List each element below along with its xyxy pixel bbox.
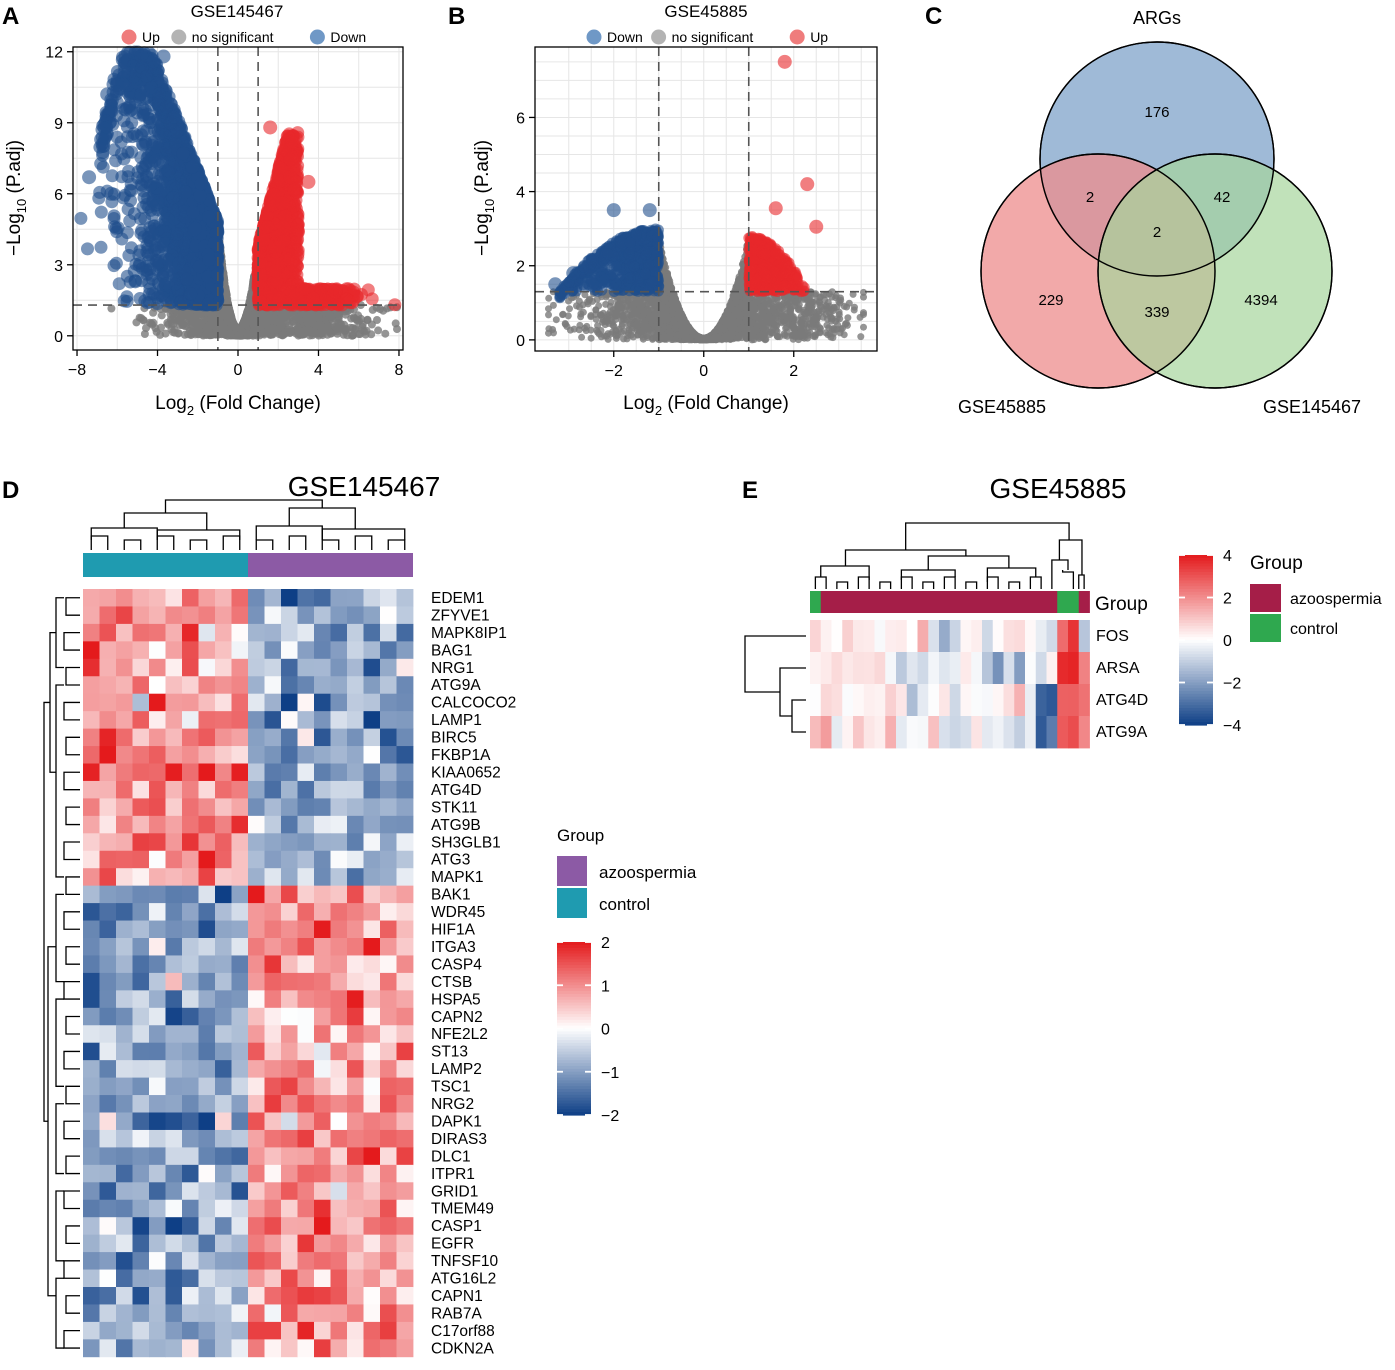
panel-letter-c: C bbox=[925, 3, 942, 30]
data-point-ns bbox=[334, 325, 342, 333]
data-point-ns bbox=[356, 330, 364, 338]
data-point-down bbox=[108, 209, 121, 222]
data-point-ns bbox=[392, 319, 400, 327]
data-point-ns bbox=[204, 326, 212, 334]
data-point-ns bbox=[225, 313, 233, 321]
volcano-a-legend: Up no significant Down bbox=[122, 29, 367, 45]
data-point-ns bbox=[253, 332, 261, 340]
data-point-ns bbox=[317, 324, 325, 332]
legend-label-up: Up bbox=[142, 29, 160, 45]
data-point-ns bbox=[269, 315, 277, 323]
data-point-down bbox=[126, 130, 139, 143]
data-point-ns bbox=[300, 329, 308, 337]
data-point-ns bbox=[355, 317, 363, 325]
data-point-down bbox=[113, 277, 126, 290]
data-point-ns bbox=[185, 313, 193, 321]
data-point-ns bbox=[132, 318, 140, 326]
data-point-ns bbox=[141, 330, 149, 338]
data-point-ns bbox=[208, 312, 216, 320]
data-point-down bbox=[93, 186, 106, 199]
data-point-ns bbox=[277, 320, 285, 328]
legend-label-down: Down bbox=[330, 29, 366, 45]
data-point-ns bbox=[349, 331, 357, 339]
data-point-ns bbox=[181, 322, 189, 330]
data-point-down bbox=[139, 137, 152, 150]
data-point-down bbox=[74, 212, 87, 225]
data-point-down bbox=[95, 206, 108, 219]
data-point-ns bbox=[367, 330, 375, 338]
data-point-ns bbox=[177, 314, 185, 322]
data-point-down bbox=[145, 225, 158, 238]
data-point-down bbox=[122, 249, 135, 262]
data-point-ns bbox=[238, 328, 246, 336]
data-point-ns bbox=[250, 310, 258, 318]
panel-letter-e: E bbox=[742, 477, 758, 504]
data-point-ns bbox=[196, 319, 204, 327]
data-point-ns bbox=[162, 330, 170, 338]
panel-letter-a: A bbox=[2, 3, 19, 30]
legend-label-ns: no significant bbox=[192, 29, 274, 45]
data-point-ns bbox=[327, 330, 335, 338]
panel-letter-d: D bbox=[2, 477, 19, 504]
legend-marker-down bbox=[310, 30, 325, 45]
panel-letter-b: B bbox=[448, 3, 465, 30]
data-point-ns bbox=[368, 321, 376, 329]
data-point-ns bbox=[262, 320, 270, 328]
data-point-ns bbox=[243, 312, 251, 320]
data-point-ns bbox=[291, 312, 299, 320]
data-point-down bbox=[110, 257, 123, 270]
data-point-ns bbox=[167, 316, 175, 324]
volcano-a-title: GSE145467 bbox=[191, 2, 284, 21]
data-point-ns bbox=[280, 330, 288, 338]
data-point-ns bbox=[228, 323, 236, 331]
data-point-ns bbox=[374, 326, 382, 334]
legend-marker-up bbox=[122, 30, 137, 45]
data-point-ns bbox=[308, 314, 316, 322]
data-point-down bbox=[81, 242, 94, 255]
data-point-ns bbox=[187, 330, 195, 338]
data-point-ns bbox=[381, 330, 389, 338]
legend-marker-ns bbox=[171, 30, 186, 45]
data-point-ns bbox=[147, 319, 155, 327]
